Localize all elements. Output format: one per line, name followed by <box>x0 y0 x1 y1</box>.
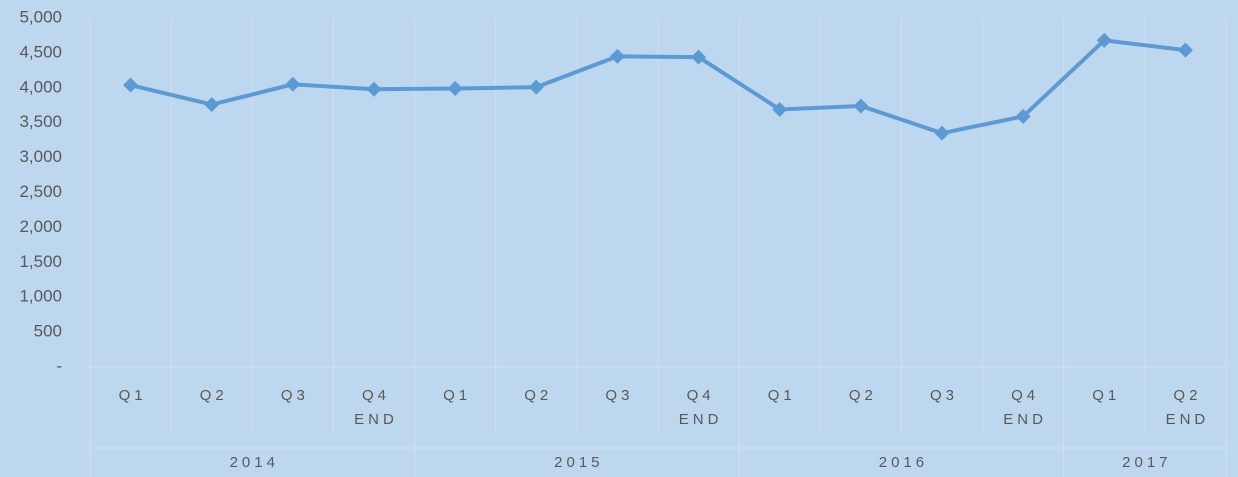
marker <box>609 48 625 64</box>
x-tick-label: Q2 <box>524 387 552 404</box>
group-label: 2016 <box>879 454 928 471</box>
x-tick-label: END <box>1166 411 1210 428</box>
marker <box>366 81 382 97</box>
marker <box>1177 42 1193 58</box>
x-tick-label: Q1 <box>443 387 471 404</box>
x-tick-label: Q2 <box>200 387 228 404</box>
x-tick-label: Q1 <box>1092 387 1120 404</box>
group-label: 2015 <box>554 454 603 471</box>
marker <box>934 125 950 141</box>
y-tick-label: 4,500 <box>19 42 62 61</box>
marker <box>772 101 788 117</box>
marker <box>447 80 463 96</box>
x-tick-label: Q2 <box>1173 387 1201 404</box>
x-tick-label: END <box>1003 411 1047 428</box>
marker <box>691 49 707 65</box>
x-tick-label: Q3 <box>281 387 309 404</box>
group-label: 2017 <box>1122 454 1171 471</box>
y-tick-label: 500 <box>34 322 62 341</box>
y-tick-label: 1,500 <box>19 252 62 271</box>
x-tick-label: Q1 <box>768 387 796 404</box>
marker <box>528 79 544 95</box>
x-tick-label: END <box>679 411 723 428</box>
x-tick-label: Q2 <box>849 387 877 404</box>
y-tick-label: 1,000 <box>19 287 62 306</box>
y-tick-label: 3,500 <box>19 112 62 131</box>
group-label: 2014 <box>230 454 279 471</box>
marker <box>204 97 220 113</box>
y-tick-label: 2,000 <box>19 217 62 236</box>
marker <box>1096 32 1112 48</box>
y-tick-label: 5,000 <box>19 7 62 26</box>
x-tick-label: Q3 <box>605 387 633 404</box>
y-tick-label: 4,000 <box>19 77 62 96</box>
x-tick-label: Q4 <box>362 387 390 404</box>
y-tick-label: 2,500 <box>19 182 62 201</box>
y-tick-label: 3,000 <box>19 147 62 166</box>
x-tick-label: Q4 <box>687 387 715 404</box>
marker <box>853 98 869 114</box>
marker <box>1015 108 1031 124</box>
series-line <box>130 38 1186 136</box>
marker <box>123 77 139 93</box>
y-tick-label: - <box>56 356 62 375</box>
x-tick-label: Q1 <box>119 387 147 404</box>
x-tick-label: Q3 <box>930 387 958 404</box>
x-tick-label: Q4 <box>1011 387 1039 404</box>
marker <box>285 76 301 92</box>
x-tick-label: END <box>354 411 398 428</box>
